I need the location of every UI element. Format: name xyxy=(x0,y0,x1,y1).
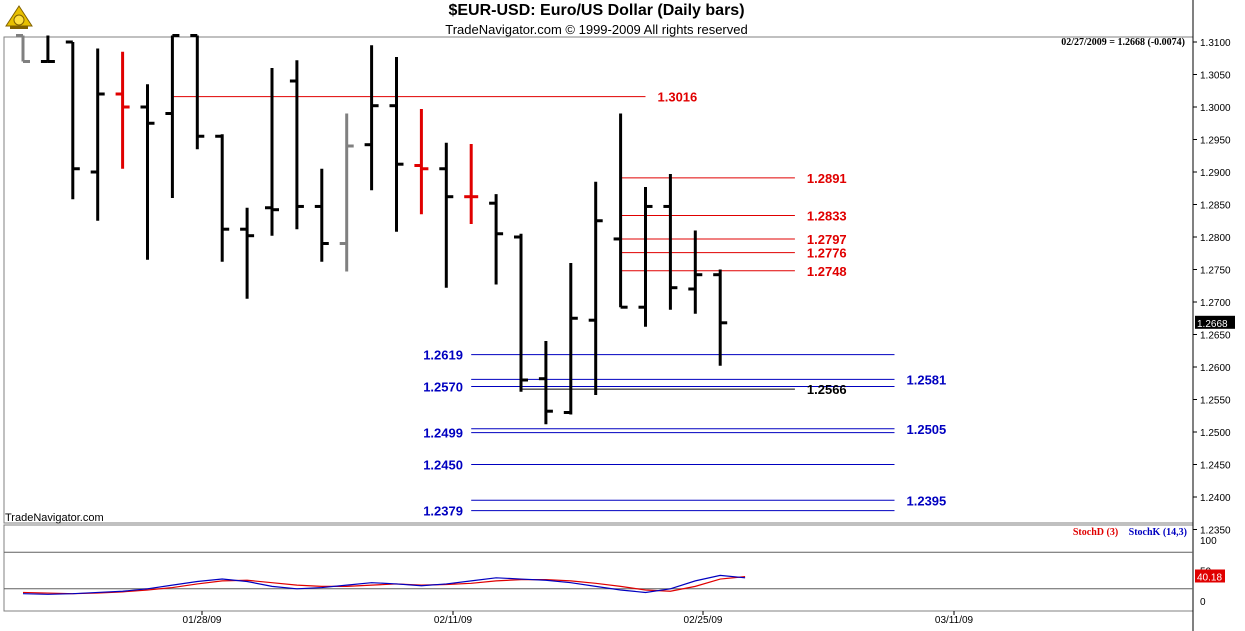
stoch-tick-label: 100 xyxy=(1200,536,1217,547)
ohlc-bar xyxy=(115,51,130,169)
ohlc-bar xyxy=(713,269,728,366)
ohlc-bar xyxy=(489,194,504,285)
level-label: 1.2619 xyxy=(423,348,463,363)
ohlc-bar xyxy=(439,142,454,288)
y-tick-label: 1.2850 xyxy=(1200,201,1231,212)
last-price-box xyxy=(1195,315,1235,329)
sextant-logo-icon xyxy=(2,2,36,32)
level-label: 1.2566 xyxy=(807,382,847,397)
ohlc-bar xyxy=(265,68,279,236)
price-readout: 02/27/2009 = 1.2668 (-0.0074) xyxy=(1061,37,1185,48)
stoch-d-label: StochD (3) xyxy=(1072,527,1119,538)
level-label: 1.2797 xyxy=(807,232,847,247)
stoch-last-box xyxy=(1195,569,1225,583)
x-tick-label: 02/25/09 xyxy=(684,615,723,626)
price-plot-area xyxy=(3,36,1194,524)
stochastic-plot-area xyxy=(3,524,1194,612)
level-label: 1.2748 xyxy=(807,264,847,279)
stoch-last-label: 40.18 xyxy=(1197,572,1222,583)
y-tick-label: 1.2400 xyxy=(1200,493,1231,504)
stochastic-panel: 10050040.18 xyxy=(4,536,1225,608)
y-tick-label: 1.2450 xyxy=(1200,461,1231,472)
ohlc-bar xyxy=(165,34,180,198)
ohlc-bar xyxy=(364,45,379,191)
y-tick-label: 1.2350 xyxy=(1200,526,1231,537)
watermark: TradeNavigator.com xyxy=(5,512,104,524)
level-label: 1.2379 xyxy=(423,504,463,519)
level-label: 1.2499 xyxy=(423,426,463,441)
y-tick-label: 1.3000 xyxy=(1200,103,1231,114)
x-tick-label: 01/28/09 xyxy=(183,615,222,626)
y-tick-label: 1.2800 xyxy=(1200,233,1231,244)
ohlc-bar xyxy=(240,207,255,299)
ohlc-bar xyxy=(40,35,55,63)
y-tick-label: 1.2550 xyxy=(1200,396,1231,407)
y-tick-label: 1.2750 xyxy=(1200,266,1231,277)
ohlc-bar xyxy=(464,144,479,224)
stoch-tick-label: 0 xyxy=(1200,597,1206,608)
stoch-d-line xyxy=(22,576,746,595)
ohlc-bar xyxy=(563,263,578,415)
stochastic-legend: StochD (3) StochK (14,3) xyxy=(1073,527,1187,538)
ohlc-bar xyxy=(588,181,603,395)
y-tick-label: 1.2650 xyxy=(1200,331,1231,342)
price-axis: 1.3100 1.3050 1.3000 1.2950 1.2900 1.2850 1.28… xyxy=(1193,38,1235,537)
ohlc-bar xyxy=(190,34,205,150)
y-tick-label: 1.2500 xyxy=(1200,428,1231,439)
chart-subtitle: TradeNavigator.com © 1999-2009 All right… xyxy=(445,22,748,37)
ohlc-bar xyxy=(389,56,404,232)
ohlc-bar xyxy=(514,233,528,392)
level-label: 1.2776 xyxy=(807,246,847,261)
ohlc-bar xyxy=(538,341,553,425)
ohlc-bar xyxy=(140,84,155,260)
level-label: 1.2570 xyxy=(423,380,463,395)
stoch-k-line xyxy=(22,574,746,595)
ohlc-bar xyxy=(65,40,80,200)
ohlc-bar xyxy=(663,173,678,310)
level-label: 1.2891 xyxy=(807,171,847,186)
ohlc-bar xyxy=(289,60,304,230)
ohlc-bar xyxy=(314,168,329,262)
price-bars xyxy=(16,34,728,425)
x-tick-label: 02/11/09 xyxy=(434,615,473,626)
level-label: 1.2833 xyxy=(807,209,847,224)
ohlc-bar xyxy=(90,48,105,221)
date-axis: 01/28/09 02/11/09 02/25/09 03/11/09 xyxy=(183,611,974,626)
y-tick-label: 1.2950 xyxy=(1200,136,1231,147)
ohlc-bar xyxy=(688,230,703,314)
ohlc-bar xyxy=(215,134,230,262)
ohlc-bar xyxy=(414,108,429,215)
stoch-k-label: StochK (14,3) xyxy=(1128,527,1187,538)
level-label: 1.2450 xyxy=(423,458,463,473)
y-tick-label: 1.2900 xyxy=(1200,168,1231,179)
y-tick-label: 1.2700 xyxy=(1200,298,1231,309)
y-tick-label: 1.2600 xyxy=(1200,363,1231,374)
y-tick-label: 1.3100 xyxy=(1200,38,1231,49)
ohlc-bar xyxy=(613,113,628,309)
chart-frame xyxy=(3,0,1194,631)
chart-title: $EUR-USD: Euro/US Dollar (Daily bars) xyxy=(448,2,745,19)
x-tick-label: 03/11/09 xyxy=(935,615,974,626)
level-label: 1.3016 xyxy=(658,90,698,105)
ohlc-bar xyxy=(16,34,30,63)
ohlc-bar xyxy=(339,113,354,272)
level-label: 1.2581 xyxy=(907,372,947,387)
level-label: 1.2395 xyxy=(907,493,947,508)
ohlc-bar xyxy=(638,186,653,327)
last-price-label: 1.2668 xyxy=(1197,319,1228,330)
level-label: 1.2505 xyxy=(907,422,947,437)
y-tick-label: 1.3050 xyxy=(1200,71,1231,82)
